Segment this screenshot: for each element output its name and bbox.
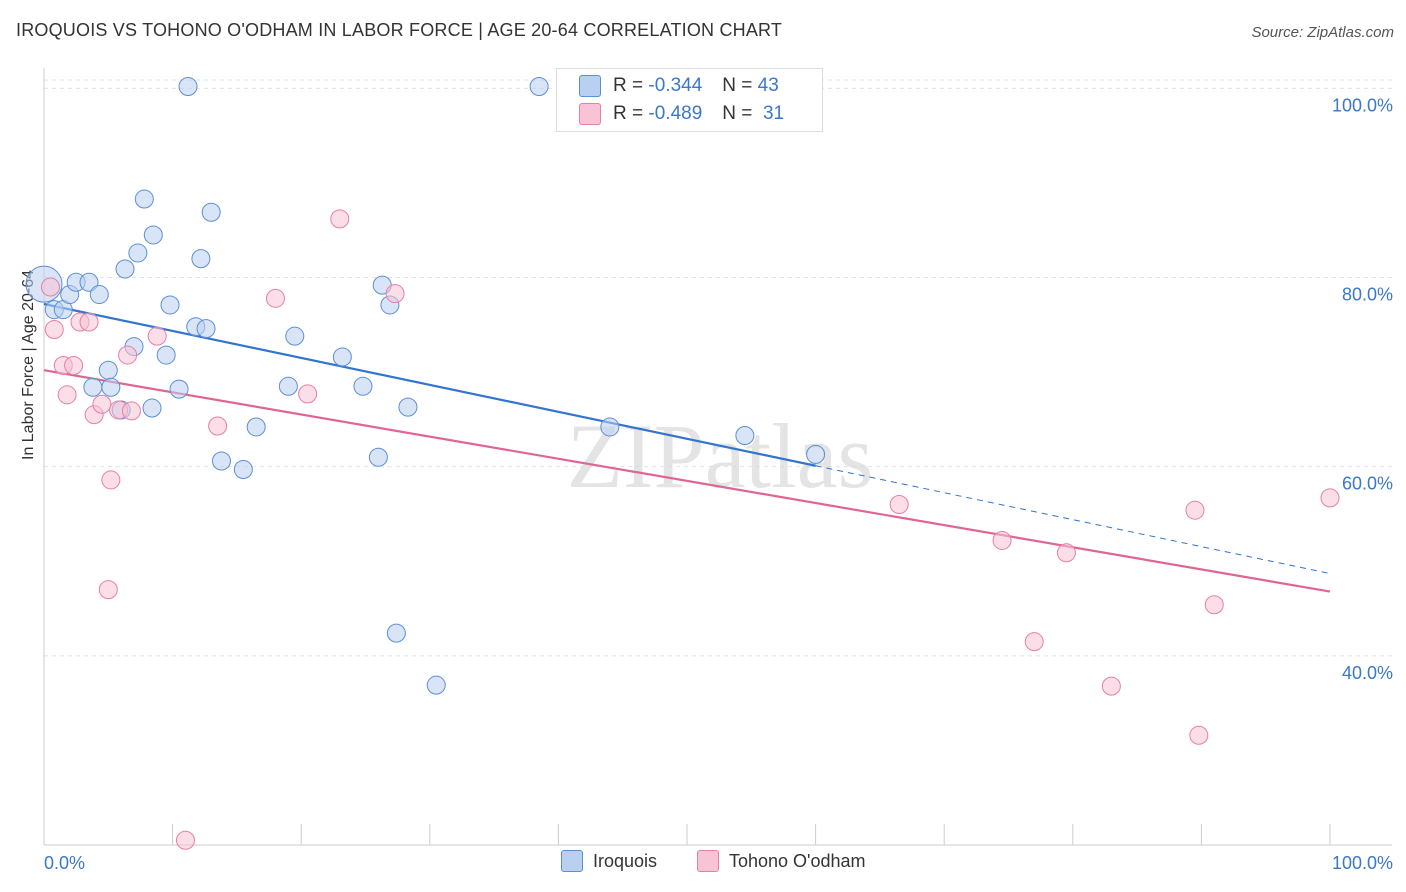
- tohono-point: [265, 288, 285, 308]
- iroquois-point: [83, 377, 103, 397]
- tohono-point: [298, 384, 318, 404]
- data-points: [25, 76, 1340, 850]
- n-value: 43: [757, 75, 779, 96]
- n-label: N =: [722, 75, 753, 96]
- iroquois-point: [115, 259, 135, 279]
- tohono-point: [1320, 488, 1340, 508]
- trend-lines: [43, 302, 1331, 593]
- iroquois-point: [142, 398, 162, 418]
- legend-item-iroquois: Iroquois: [561, 850, 657, 872]
- iroquois-point: [79, 272, 99, 292]
- iroquois-point: [806, 444, 826, 464]
- tohono-point: [121, 401, 141, 421]
- n-label: N =: [722, 103, 753, 124]
- tohono-point: [92, 394, 112, 414]
- tohono-swatch: [579, 103, 601, 125]
- iroquois-point: [89, 285, 109, 305]
- iroquois-point: [285, 326, 305, 346]
- r-value: -0.489: [648, 103, 703, 124]
- source-label: Source: ZipAtlas.com: [1251, 24, 1394, 41]
- y-tick-label: 80.0%: [1342, 285, 1393, 305]
- stats-legend: R = -0.344 N = 43 R = -0.489 N = 31: [556, 68, 823, 132]
- tick-labels: 40.0% 60.0% 80.0% 100.0% 0.0% 100.0%: [44, 95, 1393, 873]
- tohono-point: [330, 209, 350, 229]
- tohono-point: [1204, 595, 1224, 615]
- iroquois-point: [143, 225, 163, 245]
- tohono-point: [1185, 500, 1205, 520]
- iroquois-point: [134, 189, 154, 209]
- iroquois-swatch: [561, 850, 583, 872]
- iroquois-point: [600, 417, 620, 437]
- iroquois-point: [156, 345, 176, 365]
- x-tick-label: 100.0%: [1332, 853, 1393, 873]
- tohono-point: [1189, 725, 1209, 745]
- stats-row-tohono: R = -0.489 N = 31: [579, 101, 784, 127]
- iroquois-point: [196, 319, 216, 339]
- tohono-point: [1024, 632, 1044, 652]
- tohono-point: [44, 320, 64, 340]
- legend-label: Iroquois: [593, 850, 658, 871]
- iroquois-point: [529, 76, 549, 96]
- tohono-point: [208, 416, 228, 436]
- y-tick-label: 60.0%: [1342, 474, 1393, 494]
- gridlines: [44, 79, 1392, 657]
- tohono-point: [1101, 676, 1121, 696]
- iroquois-point: [169, 379, 189, 399]
- legend-item-tohono: Tohono O'odham: [697, 850, 866, 872]
- r-label: R =: [613, 75, 644, 96]
- tohono-point: [889, 495, 909, 515]
- iroquois-point: [178, 76, 198, 96]
- tohono-trend-line: [43, 369, 1331, 593]
- tohono-point: [118, 345, 138, 365]
- tohono-point: [175, 830, 195, 850]
- iroquois-point: [160, 295, 180, 315]
- tohono-point: [101, 470, 121, 490]
- tohono-swatch: [697, 850, 719, 872]
- tohono-point: [40, 277, 60, 297]
- iroquois-point: [101, 377, 121, 397]
- r-value: -0.344: [648, 75, 703, 96]
- iroquois-point: [735, 425, 755, 445]
- iroquois-point: [426, 675, 446, 695]
- iroquois-point: [98, 360, 118, 380]
- iroquois-point: [233, 460, 253, 480]
- legend-label: Tohono O'odham: [729, 850, 866, 871]
- tohono-point: [57, 385, 77, 405]
- iroquois-point: [246, 417, 266, 437]
- x-tick-label: 0.0%: [44, 853, 85, 873]
- y-tick-label: 40.0%: [1342, 663, 1393, 683]
- series-legend: Iroquois Tohono O'odham: [0, 850, 1406, 878]
- y-tick-label: 100.0%: [1332, 95, 1393, 115]
- iroquois-point: [368, 447, 388, 467]
- n-value: 31: [762, 103, 785, 124]
- tohono-point: [64, 355, 84, 375]
- tohono-point: [385, 284, 405, 304]
- tohono-point: [1056, 543, 1076, 563]
- tohono-point: [147, 326, 167, 346]
- axes: [43, 68, 1392, 846]
- iroquois-point: [211, 451, 231, 471]
- iroquois-point: [191, 249, 211, 269]
- r-label: R =: [613, 103, 644, 124]
- tohono-point: [79, 312, 99, 332]
- iroquois-point: [332, 347, 352, 367]
- iroquois-point: [386, 623, 406, 643]
- tohono-point: [992, 530, 1012, 550]
- iroquois-swatch: [579, 75, 601, 97]
- chart-title: IROQUOIS VS TOHONO O'ODHAM IN LABOR FORC…: [16, 20, 783, 40]
- iroquois-point: [398, 397, 418, 417]
- iroquois-point: [201, 202, 221, 222]
- iroquois-point: [353, 376, 373, 396]
- iroquois-trend-line: [43, 302, 816, 467]
- iroquois-point: [278, 376, 298, 396]
- iroquois-point: [128, 243, 148, 263]
- tohono-point: [98, 580, 118, 600]
- stats-row-iroquois: R = -0.344 N = 43: [579, 73, 779, 99]
